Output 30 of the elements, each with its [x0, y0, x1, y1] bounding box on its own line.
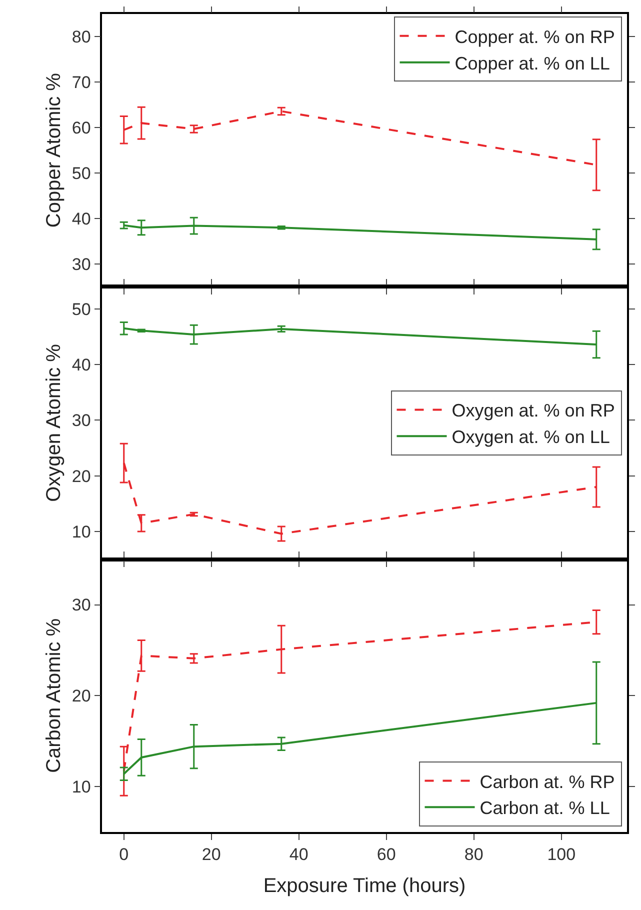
y-tick-label: 50 — [72, 164, 91, 184]
y-tick-label: 40 — [72, 356, 91, 375]
y-tick-label: 30 — [72, 411, 91, 430]
y-tick-label: 20 — [72, 686, 91, 706]
y-tick-label: 10 — [72, 778, 91, 797]
y-tick-label: 60 — [72, 118, 91, 138]
y-tick-label: 70 — [72, 73, 91, 92]
y-tick-label: 30 — [72, 254, 91, 274]
y-tick-label: 40 — [72, 209, 91, 228]
legend-label: Carbon at. % LL — [480, 798, 610, 818]
y-tick-label: 50 — [72, 300, 91, 319]
x-tick-label: 0 — [119, 845, 129, 864]
legend-label: Copper at. % on RP — [454, 26, 615, 47]
legend-label: Copper at. % on LL — [454, 53, 610, 74]
legend-label: Carbon at. % RP — [480, 772, 615, 792]
x-tick-label: 20 — [202, 845, 221, 864]
y-tick-label: 20 — [72, 466, 91, 486]
y-axis-title: Oxygen Atomic % — [42, 344, 65, 502]
y-axis-title: Carbon Atomic % — [42, 618, 65, 773]
legend-label: Oxygen at. % on RP — [452, 400, 615, 421]
x-tick-label: 80 — [464, 845, 484, 864]
x-tick-label: 60 — [376, 845, 396, 864]
x-tick-label: 40 — [289, 845, 308, 864]
x-axis-title: Exposure Time (hours) — [263, 875, 466, 898]
y-tick-label: 80 — [72, 28, 91, 47]
y-tick-label: 10 — [72, 522, 91, 542]
x-tick-label: 100 — [547, 845, 576, 864]
y-axis-title: Copper Atomic % — [42, 72, 65, 228]
y-tick-label: 30 — [72, 596, 91, 615]
legend-label: Oxygen at. % on LL — [452, 427, 610, 448]
